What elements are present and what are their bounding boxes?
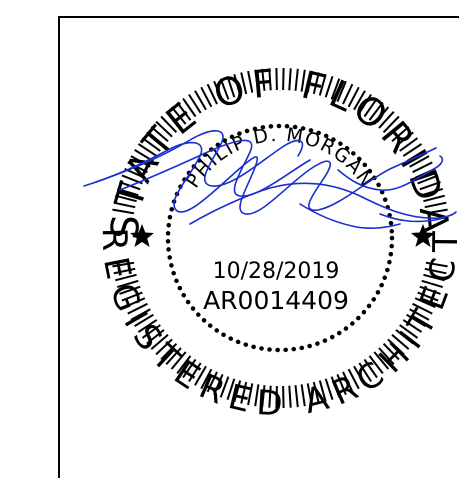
seal-bottom-text: REGISTERED ARCHITECT: [94, 227, 459, 424]
seal-name: PHILIP D. MORGAN: [182, 124, 378, 192]
architect-seal: STATE OF FLORIDA REGISTERED ARCHITECT PH…: [0, 0, 459, 462]
seal-license-number: AR0014409: [203, 286, 349, 315]
seal-bottom-text-path: REGISTERED ARCHITECT: [94, 227, 459, 424]
seal-date: 10/28/2019: [213, 259, 340, 284]
seal-name-text-path: PHILIP D. MORGAN: [182, 124, 378, 192]
document-page: STATE OF FLORIDA REGISTERED ARCHITECT PH…: [0, 0, 459, 462]
